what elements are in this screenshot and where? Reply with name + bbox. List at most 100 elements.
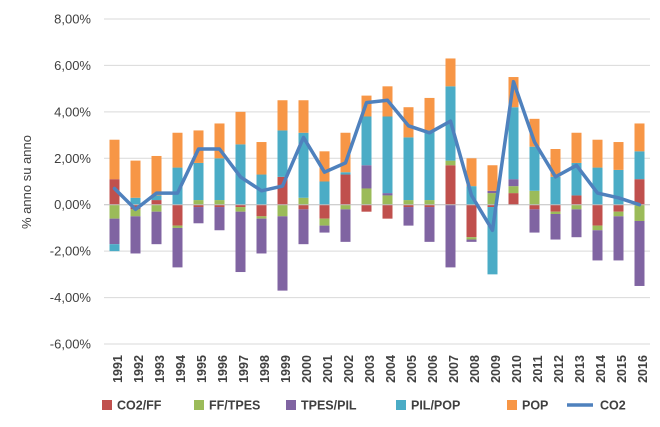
x-tick-label: 2010 [510, 355, 524, 383]
bar-co2-ff-2007 [445, 165, 456, 205]
bar-pil-pop-2004 [382, 116, 393, 194]
y-tick-label: 0,00% [54, 197, 91, 212]
bar-pop-2014 [592, 139, 603, 168]
x-tick-label: 1994 [174, 355, 188, 383]
legend-swatch [286, 400, 296, 410]
bar-tpes-pil-2010 [508, 179, 519, 187]
bar-ff-tpes-2009 [487, 193, 498, 205]
bar-pop-1991 [109, 139, 120, 180]
y-tick-label: 6,00% [54, 58, 91, 73]
gridlines [104, 18, 650, 345]
bar-tpes-pil-2007 [445, 204, 456, 268]
legend-swatch [194, 400, 204, 410]
bar-ff-tpes-2013 [571, 204, 582, 210]
bar-co2-ff-1993 [151, 200, 162, 205]
bar-ff-tpes-2008 [466, 237, 477, 240]
bar-ff-tpes-2011 [529, 190, 540, 205]
bar-co2-ff-1995 [193, 204, 204, 208]
bar-pop-2006 [424, 97, 435, 131]
bar-tpes-pil-1997 [235, 211, 246, 273]
x-tick-label: 1996 [216, 355, 230, 383]
bar-tpes-pil-2005 [403, 207, 414, 226]
bar-pil-pop-2016 [634, 151, 645, 180]
bar-ff-tpes-2010 [508, 186, 519, 194]
x-tick-label: 2015 [615, 355, 629, 383]
bar-pil-pop-1993 [151, 195, 162, 201]
bar-co2-ff-2003 [361, 204, 372, 212]
bar-pop-2000 [298, 100, 309, 133]
x-tick-label: 2001 [321, 355, 335, 383]
bar-ff-tpes-2004 [382, 195, 393, 205]
bar-pop-1993 [151, 155, 162, 196]
bar-tpes-pil-1993 [151, 211, 162, 245]
bar-pop-1999 [277, 100, 288, 131]
bar-pil-pop-1994 [172, 167, 183, 205]
bar-pop-2013 [571, 132, 582, 163]
bar-ff-tpes-2012 [550, 211, 561, 214]
bar-co2-ff-2005 [403, 204, 414, 208]
bar-pil-pop-2002 [340, 172, 351, 175]
bar-pop-1997 [235, 111, 246, 145]
bar-pop-1994 [172, 132, 183, 168]
bar-ff-tpes-2002 [340, 204, 351, 210]
bar-ff-tpes-2000 [298, 197, 309, 205]
bar-pil-pop-2003 [361, 116, 372, 166]
bar-tpes-pil-2016 [634, 220, 645, 286]
bar-pil-pop-2011 [529, 146, 540, 191]
bar-ff-tpes-2007 [445, 160, 456, 166]
bar-pil-pop-2015 [613, 169, 624, 205]
bar-tpes-pil-2004 [382, 193, 393, 196]
bar-tpes-pil-2008 [466, 239, 477, 242]
bar-tpes-pil-1992 [130, 216, 141, 254]
bar-tpes-pil-2006 [424, 207, 435, 242]
bar-pil-pop-1991 [109, 244, 120, 252]
bar-ff-tpes-2005 [403, 200, 414, 205]
bar-ff-tpes-2003 [361, 188, 372, 205]
bar-co2-ff-1996 [214, 204, 225, 208]
bar-pop-1992 [130, 160, 141, 198]
x-tick-label: 2008 [468, 355, 482, 383]
bar-co2-ff-2010 [508, 193, 519, 205]
bar-pop-2009 [487, 165, 498, 191]
bar-ff-tpes-2006 [424, 200, 435, 205]
bar-co2-ff-2012 [550, 204, 561, 212]
legend: CO2/FF FF/TPES TPES/PIL PIL/POP POP CO2 [102, 399, 626, 413]
bar-pop-2008 [466, 158, 477, 187]
bar-pop-2016 [634, 123, 645, 152]
y-tick-label: -4,00% [50, 290, 92, 305]
bar-pop-2001 [319, 151, 330, 182]
bar-pil-pop-2001 [319, 181, 330, 205]
co2-line [112, 79, 642, 233]
y-tick-label: 8,00% [54, 12, 91, 27]
bar-ff-tpes-1995 [193, 200, 204, 205]
bar-co2-ff-2009 [487, 204, 498, 208]
x-tick-label: 2000 [300, 355, 314, 383]
x-tick-label: 2005 [405, 355, 419, 383]
x-tick-label: 2014 [594, 355, 608, 383]
bar-tpes-pil-2009 [487, 190, 498, 194]
bar-marks [109, 58, 645, 291]
bar-co2-ff-2016 [634, 179, 645, 205]
y-tick-label: 2,00% [54, 151, 91, 166]
bar-co2-ff-1999 [277, 176, 288, 205]
bar-ff-tpes-1999 [277, 204, 288, 217]
y-tick-label: -6,00% [50, 337, 92, 352]
bar-pil-pop-2012 [550, 176, 561, 205]
legend-label: CO2 [600, 399, 626, 413]
bar-pil-pop-1996 [214, 158, 225, 201]
bar-tpes-pil-1996 [214, 207, 225, 231]
bar-tpes-pil-2001 [319, 225, 330, 233]
bar-ff-tpes-2001 [319, 218, 330, 226]
y-axis-title: % anno su anno [19, 135, 34, 229]
bar-co2-ff-1994 [172, 204, 183, 226]
legend-swatch [396, 400, 406, 410]
legend-swatch [507, 400, 517, 410]
bar-tpes-pil-1998 [256, 218, 267, 254]
co2-line-path [112, 79, 642, 233]
bar-co2-ff-2002 [340, 174, 351, 205]
y-tick-label: 4,00% [54, 104, 91, 119]
x-tick-label: 2013 [573, 355, 587, 383]
bar-co2-ff-2011 [529, 204, 540, 210]
bar-co2-ff-2000 [298, 204, 309, 210]
